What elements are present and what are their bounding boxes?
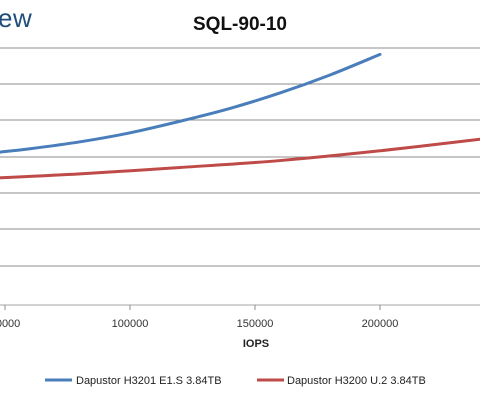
series-line-2	[0, 137, 480, 180]
x-tick-label: 200000	[362, 318, 399, 330]
legend: Dapustor H3201 E1.S 3.84TB Dapustor H3200…	[45, 375, 426, 387]
chart-title: SQL-90-10	[193, 14, 287, 35]
series-lines	[0, 52, 480, 180]
x-axis-label: IOPS	[243, 338, 269, 350]
x-tick-labels: 50000 100000 150000 200000	[0, 318, 398, 330]
legend-label: Dapustor H3201 E1.S 3.84TB	[76, 375, 222, 387]
legend-label: Dapustor H3200 U.2 3.84TB	[287, 375, 426, 387]
brand-logo-text: ew	[0, 3, 33, 33]
x-tick-label: 150000	[237, 318, 274, 330]
grid-lines	[0, 47, 480, 310]
x-tick-label: 100000	[112, 318, 149, 330]
series-line-1	[0, 52, 382, 154]
x-tick-label: 50000	[0, 318, 20, 330]
